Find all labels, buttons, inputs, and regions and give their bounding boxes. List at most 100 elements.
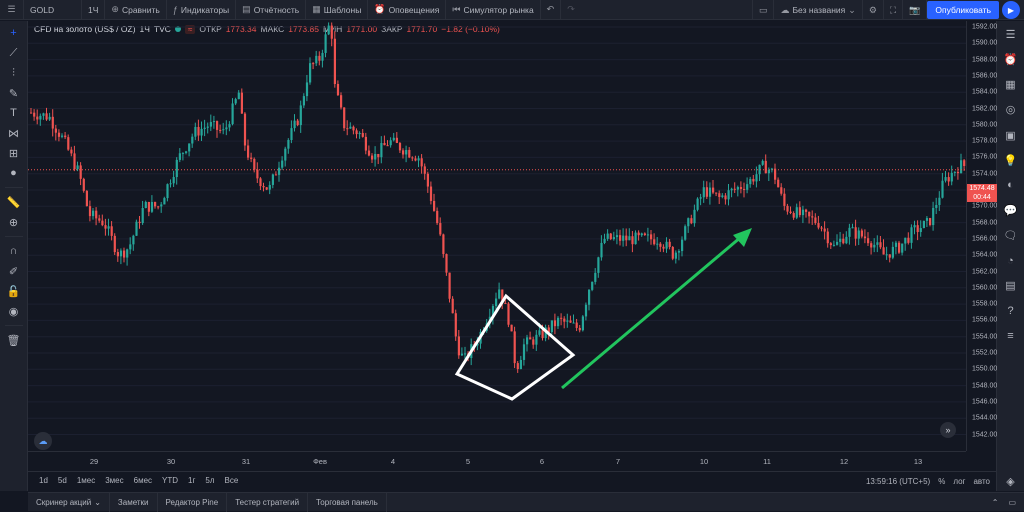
crosshair-tool[interactable]: +: [4, 25, 24, 41]
maximize-icon[interactable]: ▭: [1008, 498, 1016, 507]
candle-body: [402, 150, 405, 155]
candle-body: [181, 152, 185, 154]
candle-body: [36, 116, 39, 120]
projection-tool[interactable]: ⊞: [4, 145, 24, 161]
candle-body: [894, 242, 898, 247]
panel-tab[interactable]: Торговая панель: [308, 492, 387, 512]
text-tool[interactable]: T: [4, 105, 24, 121]
range-button-1мес[interactable]: 1мес: [76, 476, 96, 485]
lock-tool[interactable]: 🔓: [4, 283, 24, 299]
range-button-6мес[interactable]: 6мес: [133, 476, 153, 485]
shapes-tool[interactable]: ●: [4, 165, 24, 181]
range-button-1г[interactable]: 1г: [188, 476, 196, 485]
range-button-1d[interactable]: 1d: [39, 476, 48, 485]
percent-toggle[interactable]: %: [938, 476, 946, 486]
panel-tab[interactable]: Редактор Pine: [158, 492, 228, 512]
range-button-5d[interactable]: 5d: [57, 476, 67, 485]
price-axis[interactable]: 1592.00 1590.00 1588.00 1586.00 1584.00 1582.…: [966, 21, 997, 451]
interval-label: 1Ч: [88, 4, 99, 15]
more-button[interactable]: ◈: [1001, 472, 1021, 491]
panel-tab[interactable]: Скринер акций ⌄: [28, 492, 110, 512]
tradingview-logo-icon[interactable]: ☁: [34, 432, 52, 450]
ruler-tool[interactable]: 📏: [4, 194, 24, 210]
brush-tool[interactable]: ✎: [4, 85, 24, 101]
calendar-button[interactable]: ▣: [1001, 126, 1021, 145]
reports-button[interactable]: ▤ Отчётность: [236, 0, 307, 20]
private-chat-button[interactable]: 🗨: [1001, 226, 1021, 245]
alerts-button[interactable]: ⏰ Оповещения: [368, 0, 447, 20]
scroll-to-realtime-button[interactable]: »: [940, 422, 956, 438]
compare-button[interactable]: ⊕ Сравнить: [105, 0, 167, 20]
range-button-5л[interactable]: 5л: [205, 476, 215, 485]
range-button-3мес[interactable]: 3мес: [105, 476, 124, 485]
reports-label: Отчётность: [253, 4, 300, 15]
auto-toggle[interactable]: авто: [973, 476, 990, 486]
screenshot-button[interactable]: 📷: [903, 0, 928, 20]
alerts-panel-button[interactable]: ⏰: [1001, 50, 1021, 69]
symbol-search-button[interactable]: GOLD: [24, 0, 82, 20]
calendar2-button[interactable]: ▤: [1001, 276, 1021, 295]
candle-body: [956, 171, 960, 174]
candle-body: [612, 237, 615, 240]
settings-button[interactable]: ⚙: [863, 0, 884, 20]
symbol-title[interactable]: CFD на золото (US$ / OZ): [34, 24, 136, 34]
time-label: 13: [913, 457, 923, 466]
layout-name-button[interactable]: ☁ Без названия ⌄: [774, 0, 863, 20]
layout-toggle-button[interactable]: ▭: [751, 0, 775, 20]
menu-button[interactable]: ☰: [0, 0, 24, 20]
streams-button[interactable]: ◐: [1001, 176, 1021, 195]
zoom-tool[interactable]: ⊕: [4, 214, 24, 230]
candle-body: [730, 188, 733, 191]
replay-button[interactable]: ⏮ Симулятор рынка: [446, 0, 541, 20]
candle-body: [405, 149, 408, 155]
price-chart[interactable]: [28, 21, 966, 451]
help-button[interactable]: ?: [1001, 302, 1021, 321]
candle-body: [526, 337, 529, 345]
pattern-tool[interactable]: ⋈: [4, 125, 24, 141]
candle-body: [371, 155, 374, 160]
range-button-YTD[interactable]: YTD: [162, 476, 179, 485]
notifications-button[interactable]: ◔: [1001, 251, 1021, 270]
hide-drawings-tool[interactable]: ◉: [4, 303, 24, 319]
candle-body: [234, 99, 237, 104]
magnet-tool[interactable]: ∩: [4, 243, 24, 259]
panel-tab[interactable]: Заметки: [110, 492, 158, 512]
hotlist-button[interactable]: ◎: [1001, 100, 1021, 119]
diamond-pattern-drawing[interactable]: [454, 293, 576, 401]
interval-button[interactable]: 1Ч: [82, 0, 106, 20]
log-toggle[interactable]: лог: [953, 476, 966, 486]
candle-body: [330, 25, 333, 39]
time-axis[interactable]: 29 30 31 Фев 4 5 6 7 10 11 12 13: [28, 451, 966, 471]
redo-button[interactable]: ↷: [561, 0, 581, 20]
remove-drawings-tool[interactable]: 🗑: [4, 332, 24, 348]
watchlist-button[interactable]: ☰: [1001, 25, 1021, 44]
range-button-Все[interactable]: Все: [224, 476, 239, 485]
chat-button[interactable]: 💬: [1001, 201, 1021, 220]
trendline-tool[interactable]: ⟋: [4, 45, 24, 61]
trend-arrow-drawing[interactable]: [561, 235, 742, 390]
candle-body: [398, 142, 402, 151]
high-label: МАКС: [260, 24, 285, 34]
candle-body: [659, 243, 662, 247]
time-readout[interactable]: 13:59:16 (UTC+5): [865, 476, 931, 486]
undo-button[interactable]: ↶: [541, 0, 562, 20]
candle-body: [305, 82, 309, 97]
publish-button[interactable]: Опубликовать: [927, 1, 999, 19]
candle-body: [597, 257, 600, 273]
chat-bubble-icon: 🗨: [1003, 230, 1018, 243]
play-button[interactable]: ▶: [1002, 1, 1020, 19]
lock-drawings-tool[interactable]: ✐: [4, 263, 24, 279]
indicators-button[interactable]: ƒ Индикаторы: [167, 0, 237, 20]
ideas-button[interactable]: 💡: [1001, 151, 1021, 170]
separator: [4, 236, 23, 237]
candle-body: [191, 136, 194, 144]
fullscreen-button[interactable]: ⛶: [884, 0, 904, 20]
news-button[interactable]: ≡: [1001, 327, 1021, 346]
chevron-up-icon[interactable]: ⌃: [991, 498, 999, 507]
fib-tool[interactable]: ⫶: [4, 65, 24, 81]
panel-tab[interactable]: Тестер стратегий: [227, 492, 309, 512]
eye-toggle-icon[interactable]: ≈: [184, 24, 196, 34]
data-window-button[interactable]: ▦: [1001, 75, 1021, 94]
candle-body: [123, 250, 126, 258]
templates-button[interactable]: ▦ Шаблоны: [306, 0, 369, 20]
